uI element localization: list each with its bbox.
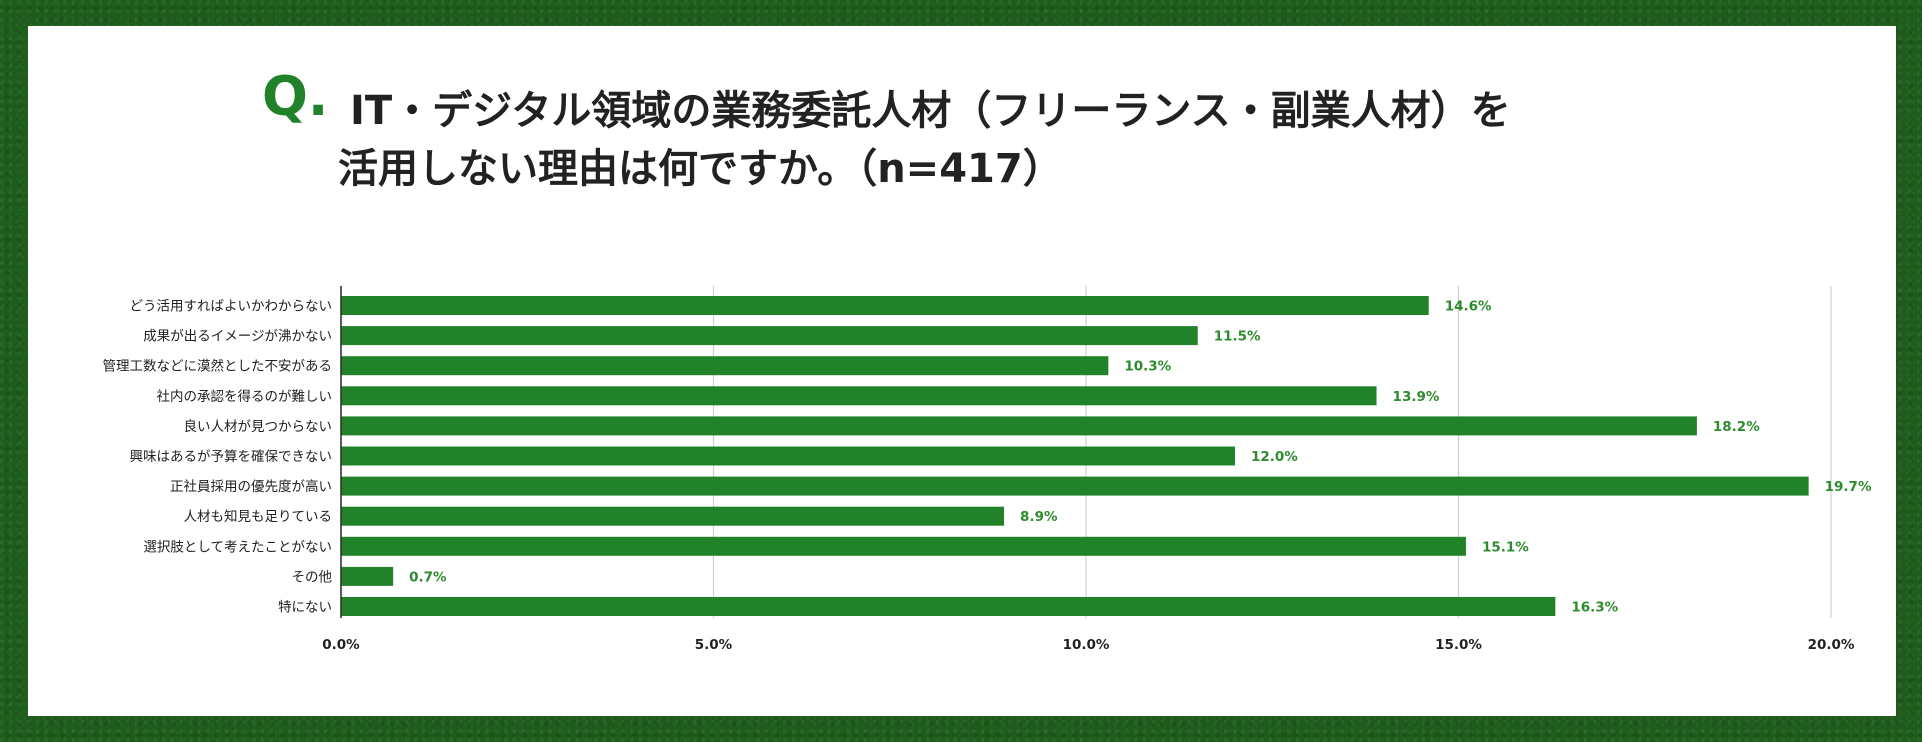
category-label: 特にない [278,600,332,616]
x-tick-label: 15.0% [1435,637,1482,653]
value-label: 10.3% [1124,359,1171,375]
x-tick-label: 5.0% [695,637,733,653]
category-label: その他 [292,569,333,585]
value-label: 16.3% [1571,600,1618,616]
x-tick-label: 0.0% [322,637,360,653]
bar [341,296,1429,315]
chart-title-line-2: 活用しない理由は何ですか。（n=417） [338,146,1063,192]
bar [341,446,1235,466]
value-label: 0.7% [409,569,447,585]
value-label: 8.9% [1020,509,1058,525]
category-label: 社内の承認を得るのが難しい [157,388,333,405]
value-label: 13.9% [1393,389,1440,405]
value-label: 14.6% [1445,299,1492,315]
bar [341,416,1697,436]
x-tick-label: 10.0% [1063,637,1110,653]
bar [341,506,1005,526]
chart-title: IT・デジタル領域の業務委託人材（フリーランス・副業人材）を 活用しない理由は何… [338,82,1680,198]
bar [341,597,1556,616]
value-label: 12.0% [1251,449,1298,465]
bar [341,386,1377,406]
value-label: 19.7% [1825,479,1872,495]
question-mark-label: Q. [262,65,329,128]
bar [341,536,1466,556]
chart-title-line-1: IT・デジタル領域の業務委託人材（フリーランス・副業人材）を [350,88,1511,134]
category-label: 選択肢として考えたことがない [143,539,332,555]
category-label: 正社員採用の優先度が高い [170,478,332,495]
category-label: どう活用すればよいかわからない [130,299,333,315]
bar [341,326,1198,346]
value-label: 11.5% [1214,329,1261,345]
bar [341,476,1809,496]
bar [341,566,394,586]
x-tick-label: 20.0% [1808,637,1855,653]
category-label: 良い人材が見つからない [184,419,333,435]
value-label: 18.2% [1713,419,1760,435]
bar [341,356,1109,376]
category-label: 成果が出るイメージが沸かない [143,329,332,345]
category-label: 興味はあるが予算を確保できない [130,449,333,465]
value-label: 15.1% [1482,539,1529,555]
category-label: 人材も知見も足りている [184,508,333,525]
category-label: 管理工数などに漠然とした不安がある [103,358,333,375]
